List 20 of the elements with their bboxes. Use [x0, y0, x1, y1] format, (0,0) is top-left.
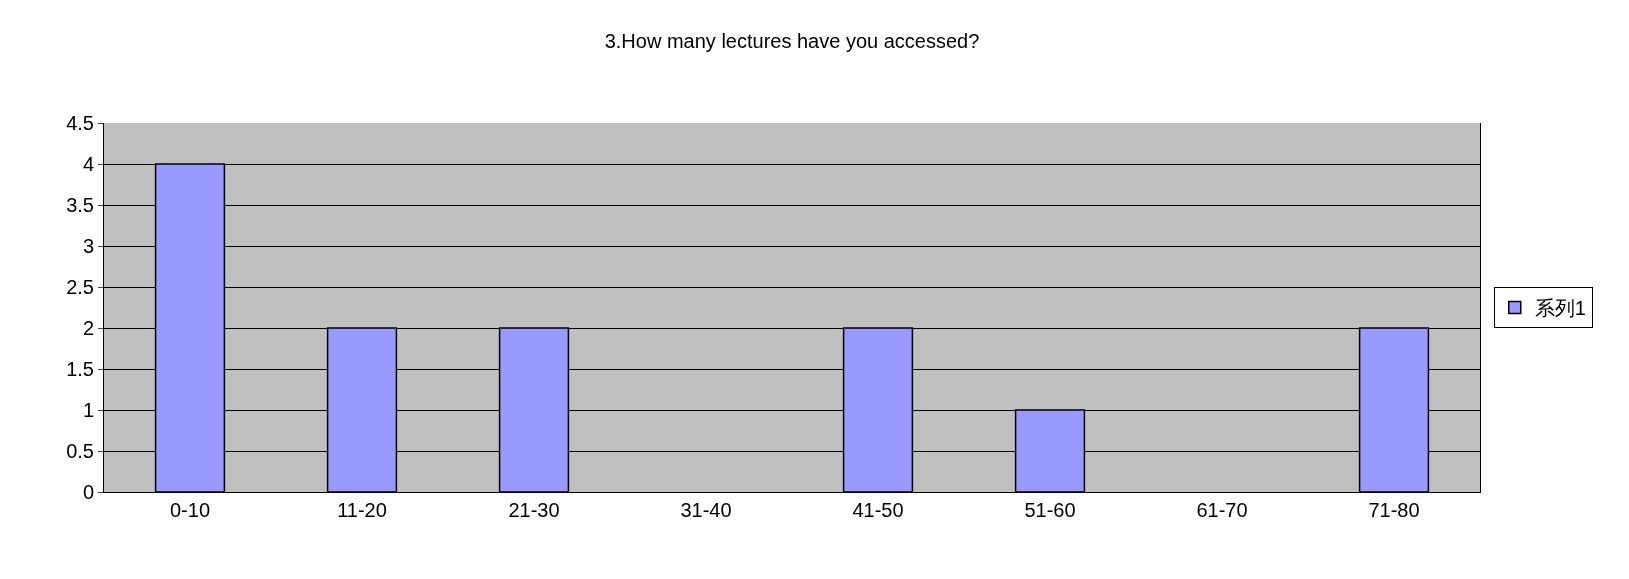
x-tick-label: 0-10	[169, 499, 211, 521]
y-tick-label: 0	[82, 481, 94, 503]
chart-title: 3.How many lectures have you accessed?	[604, 29, 980, 52]
y-tick-label: 4	[82, 153, 94, 175]
y-tick-label: 3	[82, 235, 94, 257]
x-tick-label: 71-80	[1368, 499, 1420, 521]
x-tick-label: 21-30	[508, 499, 560, 521]
y-tick-label: 1.5	[66, 358, 94, 380]
y-tick-label: 0.5	[66, 440, 94, 462]
x-tick-label: 11-20	[337, 499, 387, 521]
y-tick-label: 3.5	[66, 194, 94, 216]
y-tick-label: 2	[82, 317, 94, 339]
y-tick-label: 2.5	[66, 276, 94, 298]
x-tick-label: 41-50	[852, 499, 904, 521]
x-tick-label: 51-60	[1024, 499, 1076, 521]
x-tick-label: 61-70	[1196, 499, 1248, 521]
y-tick-label: 1	[82, 399, 94, 421]
x-tick-label: 31-40	[680, 499, 732, 521]
y-tick-label: 4.5	[66, 112, 94, 134]
legend-label: 系列1	[1534, 297, 1586, 320]
